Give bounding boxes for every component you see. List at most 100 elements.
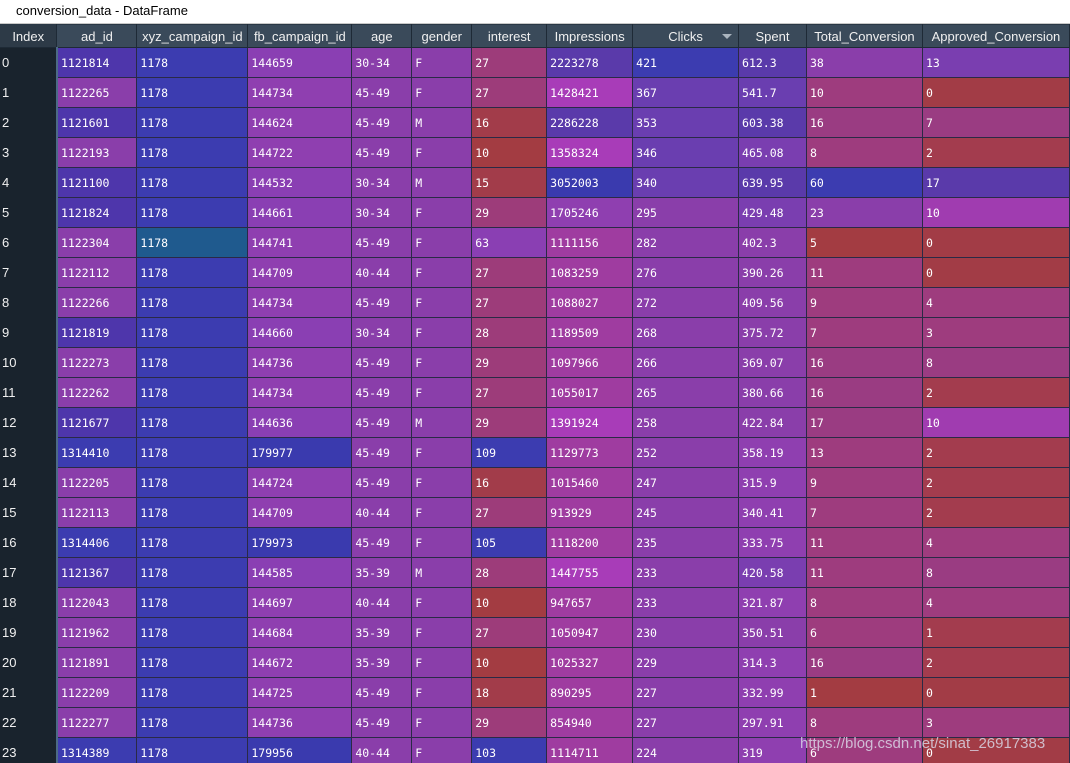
table-cell[interactable]: 8 — [922, 557, 1070, 588]
table-cell[interactable]: 144734 — [247, 287, 353, 318]
table-cell[interactable]: 1122043 — [56, 587, 138, 618]
column-header-interest[interactable]: interest — [471, 24, 548, 48]
table-cell[interactable]: 30-34 — [351, 167, 413, 198]
table-cell[interactable]: 1114711 — [546, 737, 634, 763]
table-cell[interactable]: 367 — [632, 77, 740, 108]
table-cell[interactable]: 375.72 — [738, 317, 807, 348]
table-cell[interactable]: 17 — [922, 167, 1070, 198]
table-cell[interactable]: F — [411, 497, 473, 528]
table-cell[interactable]: 1178 — [136, 317, 249, 348]
table-cell[interactable]: 1178 — [136, 137, 249, 168]
table-cell[interactable]: 230 — [632, 617, 740, 648]
table-cell[interactable]: 1447755 — [546, 557, 634, 588]
table-row[interactable]: 17 1121367 1178 144585 35-39 M 28 1447755 233 420… — [0, 557, 1070, 588]
table-cell[interactable]: 268 — [632, 317, 740, 348]
table-cell[interactable]: 6 — [806, 737, 923, 763]
table-cell[interactable]: 1178 — [136, 557, 249, 588]
table-cell[interactable]: 1118200 — [546, 527, 634, 558]
table-cell[interactable]: 1121962 — [56, 617, 138, 648]
row-index-cell[interactable]: 5 — [0, 197, 58, 228]
table-cell[interactable]: 1088027 — [546, 287, 634, 318]
table-cell[interactable]: 1178 — [136, 77, 249, 108]
table-cell[interactable]: 45-49 — [351, 77, 413, 108]
table-cell[interactable]: 5 — [806, 227, 923, 258]
table-cell[interactable]: 429.48 — [738, 197, 807, 228]
table-cell[interactable]: 7 — [806, 497, 923, 528]
table-cell[interactable]: 144722 — [247, 137, 353, 168]
table-cell[interactable]: 9 — [806, 467, 923, 498]
table-cell[interactable]: 11 — [806, 527, 923, 558]
table-cell[interactable]: F — [411, 617, 473, 648]
table-cell[interactable]: 45-49 — [351, 377, 413, 408]
table-cell[interactable]: 144741 — [247, 227, 353, 258]
table-cell[interactable]: 1122304 — [56, 227, 138, 258]
table-cell[interactable]: 27 — [471, 77, 548, 108]
table-cell[interactable]: 1122262 — [56, 377, 138, 408]
column-header-ad-id[interactable]: ad_id — [56, 24, 138, 48]
table-cell[interactable]: 0 — [922, 737, 1070, 763]
table-cell[interactable]: 144659 — [247, 47, 353, 78]
table-cell[interactable]: 35-39 — [351, 557, 413, 588]
table-cell[interactable]: 35-39 — [351, 647, 413, 678]
table-cell[interactable]: 9 — [806, 287, 923, 318]
table-cell[interactable]: 18 — [471, 677, 548, 708]
column-header-spent[interactable]: Spent — [738, 24, 807, 48]
table-cell[interactable]: 639.95 — [738, 167, 807, 198]
table-cell[interactable]: 1178 — [136, 347, 249, 378]
table-cell[interactable]: 1428421 — [546, 77, 634, 108]
table-cell[interactable]: 144725 — [247, 677, 353, 708]
table-cell[interactable]: 1178 — [136, 47, 249, 78]
table-row[interactable]: 5 1121824 1178 144661 30-34 F 29 1705246 295 429.… — [0, 197, 1070, 228]
table-cell[interactable]: 3 — [922, 317, 1070, 348]
table-cell[interactable]: 1178 — [136, 437, 249, 468]
table-row[interactable]: 1 1122265 1178 144734 45-49 F 27 1428421 367 541.… — [0, 77, 1070, 108]
table-cell[interactable]: 1122273 — [56, 347, 138, 378]
table-cell[interactable]: 16 — [806, 107, 923, 138]
table-cell[interactable]: F — [411, 647, 473, 678]
row-index-cell[interactable]: 23 — [0, 737, 58, 763]
table-cell[interactable]: 353 — [632, 107, 740, 138]
table-cell[interactable]: 1122277 — [56, 707, 138, 738]
table-cell[interactable]: 321.87 — [738, 587, 807, 618]
table-cell[interactable]: 27 — [471, 617, 548, 648]
table-cell[interactable]: 17 — [806, 407, 923, 438]
table-cell[interactable]: 1314389 — [56, 737, 138, 763]
table-cell[interactable]: 28 — [471, 317, 548, 348]
table-cell[interactable]: 0 — [922, 227, 1070, 258]
table-cell[interactable]: 8 — [806, 137, 923, 168]
table-cell[interactable]: 333.75 — [738, 527, 807, 558]
table-cell[interactable]: 350.51 — [738, 617, 807, 648]
table-cell[interactable]: F — [411, 137, 473, 168]
table-cell[interactable]: 45-49 — [351, 107, 413, 138]
table-cell[interactable]: 1178 — [136, 257, 249, 288]
row-index-cell[interactable]: 7 — [0, 257, 58, 288]
table-cell[interactable]: 422.84 — [738, 407, 807, 438]
table-row[interactable]: 0 1121814 1178 144659 30-34 F 27 2223278 421 612.… — [0, 47, 1070, 78]
table-row[interactable]: 9 1121819 1178 144660 30-34 F 28 1189509 268 375.… — [0, 317, 1070, 348]
table-cell[interactable]: 890295 — [546, 677, 634, 708]
table-cell[interactable]: 16 — [806, 647, 923, 678]
table-cell[interactable]: F — [411, 287, 473, 318]
table-cell[interactable]: 380.66 — [738, 377, 807, 408]
row-index-cell[interactable]: 17 — [0, 557, 58, 588]
table-cell[interactable]: 224 — [632, 737, 740, 763]
table-cell[interactable]: 144661 — [247, 197, 353, 228]
table-cell[interactable]: 8 — [922, 347, 1070, 378]
table-cell[interactable]: 1178 — [136, 407, 249, 438]
table-cell[interactable]: 16 — [806, 347, 923, 378]
table-cell[interactable]: 29 — [471, 347, 548, 378]
row-index-cell[interactable]: 9 — [0, 317, 58, 348]
column-header-clicks[interactable]: Clicks — [632, 24, 740, 48]
table-cell[interactable]: F — [411, 347, 473, 378]
table-cell[interactable]: 45-49 — [351, 527, 413, 558]
row-index-cell[interactable]: 0 — [0, 47, 58, 78]
table-cell[interactable]: 1178 — [136, 647, 249, 678]
table-cell[interactable]: 144709 — [247, 497, 353, 528]
table-cell[interactable]: 45-49 — [351, 677, 413, 708]
table-cell[interactable]: F — [411, 587, 473, 618]
table-cell[interactable]: 105 — [471, 527, 548, 558]
table-cell[interactable]: 1178 — [136, 527, 249, 558]
row-index-cell[interactable]: 11 — [0, 377, 58, 408]
table-cell[interactable]: F — [411, 737, 473, 763]
row-index-cell[interactable]: 10 — [0, 347, 58, 378]
